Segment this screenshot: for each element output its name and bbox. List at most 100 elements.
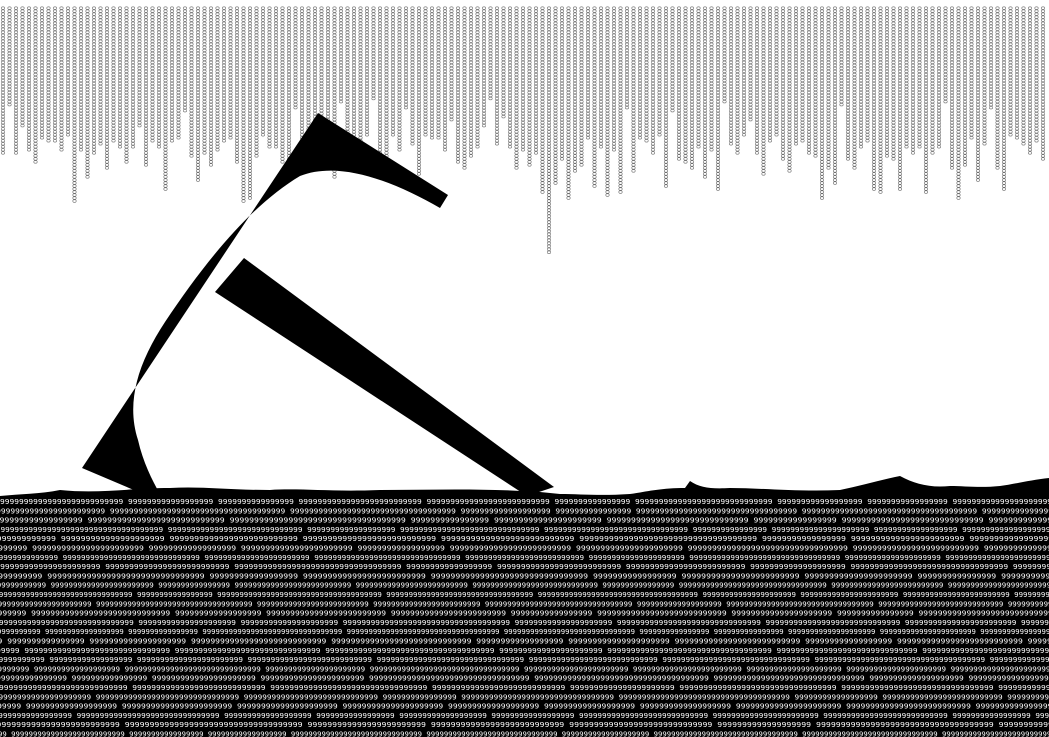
rain-column: oooooooooooooooooooooooooooooooooooooooo… — [519, 6, 527, 152]
ground-text-row: 9999 999999999999999999999999 9999999 9999… — [0, 646, 1049, 655]
rain-column: oooooooooooooooooooooooooooooooooooooooo… — [695, 6, 703, 149]
rain-column: oooooooooooooooooooooooooooooooooooooooo… — [610, 6, 618, 152]
rain-column: oooooooooooooooooooooooooooooooooooooooo… — [233, 6, 241, 164]
rain-column: oooooooooooooooooooooooooooooooooooooooo… — [461, 6, 469, 170]
rain-column: oooooooooooooooooooooooooooooooooo — [292, 6, 300, 109]
rain-column: oooooooooooooooooooooooooooooooooooooooo… — [851, 6, 859, 170]
rain-column: oooooooooooooooooooooooooooooooooooooooo… — [162, 6, 170, 191]
ground-text-row: 999999999 999999999 999999999 999999999 99… — [0, 627, 1049, 636]
rain-column: oooooooooooooooooooooooooooooooooooooooo… — [753, 6, 761, 155]
rain-column: oooooooooooooooooooooooooooooooooo — [402, 6, 410, 109]
rain-column: oooooooooooooooooooooooooooooooooooooooo… — [909, 6, 917, 155]
rain-column: oooooooooooooooooooooooooooooooooooooooo… — [1033, 6, 1041, 143]
rain-column: oooooooooooooooooooooooooooooooooooooooo… — [1039, 6, 1047, 161]
rain-column: oooooooooooooooooooooooooooooooooooooooo… — [493, 6, 501, 146]
rain-column: oooooooooooooooooooooooooooooooooooooooo… — [1026, 6, 1034, 155]
rain-column: oooooooooooooooooooooooooooooooooooooooo… — [890, 6, 898, 161]
rain-column: oooooooooooooooooooooooooooooooooooooooo… — [324, 6, 332, 164]
rain-column: oooooooooooooooooooooooooooooooooooooooo… — [110, 6, 118, 143]
rain-column: oooooooooooooooooooooooooooooooooooooooo… — [97, 6, 105, 146]
rain-column: oooooooooooooooooooooooooooooooooooooooo — [480, 6, 488, 128]
ground-text-row: 999999 99999999999999999 999999999999 9999… — [0, 609, 1049, 618]
rain-column: oooooooooooooooooooooooooooooooooooooooo… — [474, 6, 482, 149]
rain-column: oooooooooooooooooooooooooooooooooooooooo… — [740, 6, 748, 137]
rain-column: ooooooooooooooooooooooooooooooooooo — [181, 6, 189, 112]
rain-column: oooooooooooooooooooooooooooooooooooooooo — [136, 6, 144, 128]
ground-text-row: 99999999999999999999999999 9999999999999… — [0, 497, 1049, 506]
rain-column: oooooooooooooooooooooooooooooooooooooooo… — [584, 6, 592, 140]
rain-column: oooooooooooooooooooooooooooooooooooooooo… — [929, 6, 937, 155]
rain-column: oooooooooooooooooooooooooooooooooooooooo… — [896, 6, 904, 191]
rain-column: oooooooooooooooooooooooooooooooooooooooo… — [454, 6, 462, 164]
rain-column: oooooooooooooooooooooooooooooooooooooooo… — [539, 6, 547, 194]
rain-column: oooooooooooooooooooooooooooooooooooooooo… — [422, 6, 430, 137]
rain-column: oooooooooooooooooooooooooooooooooooooooo… — [883, 6, 891, 158]
sinking-letter-f — [82, 113, 554, 496]
rain-column: oooooooooooooooooooooooooooooooooooooooo… — [649, 6, 657, 155]
letter-stem — [215, 258, 554, 496]
rain-column: oooooooooooooooooooooooooooooooooooooooo… — [84, 6, 92, 179]
rain-column: oooooooooooooooooooooooooooooooooooooooo — [19, 6, 27, 128]
rain-column: oooooooooooooooooooooooooooooooooooooooo… — [350, 6, 358, 167]
ground-text-row: 9999999999999999999999 99999999 999999999… — [0, 506, 1049, 515]
rain-column: oooooooooooooooooooooooooooooooooooooooo… — [513, 6, 521, 170]
rain-column: oooooooooooooooooooooooooooooooooooooooo… — [389, 6, 397, 137]
rain-column: oooooooooooooooooooooooooooooooooooooooo… — [246, 6, 254, 200]
rain-column: oooooooooooooooooooooooooooooooooooooooo… — [831, 6, 839, 185]
rain-column: oooooooooooooooooooooooooooooooooooooooo… — [116, 6, 124, 149]
rain-column: oooooooooooooooooooooooooooooooooooooooo… — [773, 6, 781, 137]
rain-column: oooooooooooooooooooooooooooooooooooooooo… — [311, 6, 319, 167]
rain-column: oooooooooooooooooooooooooooooooooooooooo… — [864, 6, 872, 143]
rain-column: oooooooooooooooooooooooooooooooooooooooo… — [903, 6, 911, 149]
ground-text-row: 99999999999 999999 999999999999999 999999 … — [0, 534, 1049, 543]
rain-column: oooooooooooooooooooooooooooooooooooooooo… — [597, 6, 605, 149]
rain-column: oooooooooooooooooooooooooooooooooooooooo… — [77, 6, 85, 152]
rain-column: oooooooooooooooooooooooooooooooooooooooo… — [71, 6, 79, 203]
rain-column: oooooooooooooooooooooooooooooooooooooooo… — [58, 6, 66, 152]
rain-column: oooooooooooooooooooooooooooooooooooooooo… — [259, 6, 267, 137]
rain-column: oooooooooooooooooooooooooooooooooooooooo… — [435, 6, 443, 140]
rain-column: oooooooooooooooooooooooooooooooooooooooo… — [844, 6, 852, 161]
rain-column: oooooooooooooooooooooooooooooooooooooooo… — [12, 6, 20, 155]
rain-column: oooooooooooooooooooooooooooooooooooooooo… — [285, 6, 293, 170]
rain-column: oooooooooooooooooooooooooooooooooooooooo… — [383, 6, 391, 176]
rain-column: oooooooooooooooooooooooooooooooooooooooo… — [45, 6, 53, 143]
rain-column: oooooooooooooooooooooooooooooooooooooooo… — [688, 6, 696, 170]
rain-column: oooooooooooooooooooooooooooooooooooooooo… — [214, 6, 222, 152]
rain-column: oooooooooooooooooooooooooooooooooooooooo… — [981, 6, 989, 146]
rain-column: oooooooooooooooooooooooooooooooooooooooo… — [558, 6, 566, 161]
rain-column: oooooooooooooooooooooooooooooooooooooooo… — [643, 6, 651, 143]
rain-column: oooooooooooooooooooooooooooooooooooooooo… — [129, 6, 137, 149]
rain-column: oooooooooooooooooooooooooooooooooooooooo… — [870, 6, 878, 191]
rain-column: oooooooooooooooooooooooooooooooooooooooo… — [714, 6, 722, 191]
rain-column: oooooooooooooooooooooooooooooooooooooooo… — [630, 6, 638, 173]
ground-text-row: 999999999999999999999 9999 99999999999999… — [0, 562, 1049, 571]
ground-text-row: 99999999999999999999999999999999 9999999… — [0, 590, 1049, 599]
rain-column: oooooooooooooooooooooooooooooooooooooooo… — [201, 6, 209, 155]
rain-column: oooooooooooooooooooooooooooooooooooooooo… — [571, 6, 579, 173]
rain-column: oooooooooooooooooooooooooooooooooooooooo… — [935, 6, 943, 149]
rain-column: ooooooooooooooooooooooooooooooo — [370, 6, 378, 100]
ground-text-row: 999999999999999999999999 9999999999 99999… — [0, 720, 1049, 729]
rain-column: oooooooooooooooooooooooooooooooooooooooo… — [708, 6, 716, 152]
rain-column: oooooooooooooooooooooooooooooooooooooooo… — [227, 6, 235, 140]
rain-column: oooooooooooooooooooooooooooooooooooooooo… — [591, 6, 599, 188]
ground-text-row: 9999999999999 9999999999999999999999 9999… — [0, 553, 1049, 562]
rain-column: oooooooooooooooooooooooooooooooooooooooo… — [857, 6, 865, 149]
rain-column: oooooooooooooooooooooooooooooooooooooooo… — [415, 6, 423, 176]
rain-column: oooooooooooooooooooooooooooooooo — [337, 6, 345, 103]
rain-column: oooooooooooooooooooooooooooooooooooooooo… — [552, 6, 560, 185]
rain-column: oooooooooooooooooooooooooooooooooooooooo… — [253, 6, 261, 158]
rain-column: oooooooooooooooooooooooooooooooooooooooo… — [604, 6, 612, 197]
ground-text-row: 999999999 99999999999 9999999999999999999… — [0, 571, 1049, 580]
rain-column: oooooooooooooooooooooooooooooooooooooooo… — [675, 6, 683, 161]
rain-column: oooooooooooooooooooooooooooooooooooooooo… — [792, 6, 800, 146]
rain-column: oooooooooooooooooooooooooooooooooooooooo… — [0, 6, 7, 155]
rain-column: oooooooooooooooooooooooooooooooooooooooo… — [636, 6, 644, 140]
rain-column: oooooooooooooooooooooooooooooooooooooooo… — [916, 6, 924, 149]
rain-column: oooooooooooooooooooooooooooooooooo — [623, 6, 631, 109]
rain-column: oooooooooooooooooooooooooooooooooooooo — [448, 6, 456, 122]
ground-text-row: 9999999999999999 9999999999999999 9999 99… — [0, 637, 1049, 646]
rain-column: oooooooooooooooooooooooooooooooooooooooo… — [506, 6, 514, 149]
